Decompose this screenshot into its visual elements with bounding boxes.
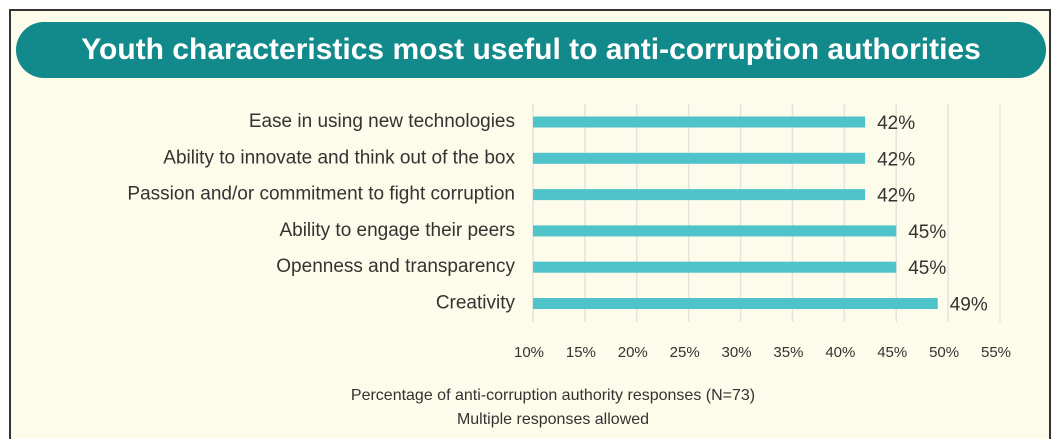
x-tick-label: 35% bbox=[773, 344, 803, 361]
value-label: 49% bbox=[950, 295, 988, 316]
x-tick-label: 30% bbox=[722, 344, 752, 361]
category-label: Passion and/or commitment to fight corru… bbox=[127, 184, 515, 205]
chart-title: Youth characteristics most useful to ant… bbox=[81, 33, 981, 66]
bar bbox=[533, 189, 866, 201]
x-tick-label: 10% bbox=[514, 344, 544, 361]
x-tick-label: 25% bbox=[670, 344, 700, 361]
note: Multiple responses allowed bbox=[457, 411, 649, 428]
x-tick-label: 20% bbox=[618, 344, 648, 361]
value-label: 45% bbox=[908, 258, 946, 279]
category-label: Ability to innovate and think out of the… bbox=[163, 147, 515, 168]
x-axis-label: Percentage of anti-corruption authority … bbox=[351, 387, 755, 404]
x-tick-label: 40% bbox=[825, 344, 855, 361]
value-label: 42% bbox=[877, 113, 915, 134]
x-tick-label: 15% bbox=[566, 344, 596, 361]
category-label: Ease in using new technologies bbox=[249, 111, 515, 132]
x-tick-label: 50% bbox=[929, 344, 959, 361]
x-tick-label: 55% bbox=[981, 344, 1011, 361]
value-label: 42% bbox=[877, 149, 915, 170]
bar bbox=[533, 261, 897, 273]
panel bbox=[9, 9, 1051, 439]
bar bbox=[533, 116, 866, 128]
bar bbox=[533, 152, 866, 164]
category-label: Openness and transparency bbox=[276, 256, 515, 277]
title-banner bbox=[16, 22, 1046, 78]
category-label: Ability to engage their peers bbox=[279, 220, 515, 241]
bar bbox=[533, 225, 897, 237]
x-tick-label: 45% bbox=[877, 344, 907, 361]
bar bbox=[533, 298, 938, 309]
value-label: 42% bbox=[877, 186, 915, 207]
category-label: Creativity bbox=[436, 293, 516, 314]
value-label: 45% bbox=[908, 222, 946, 243]
